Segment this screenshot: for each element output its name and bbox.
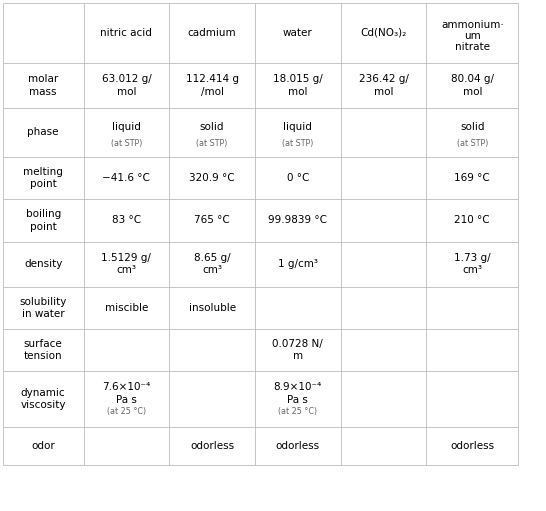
- Text: nitric acid: nitric acid: [100, 28, 152, 38]
- Text: odorless: odorless: [276, 441, 320, 451]
- Text: 8.65 g/
cm³: 8.65 g/ cm³: [194, 253, 230, 275]
- Text: 99.9839 °C: 99.9839 °C: [268, 216, 328, 225]
- Text: 765 °C: 765 °C: [194, 216, 230, 225]
- Text: 0 °C: 0 °C: [287, 173, 309, 183]
- Text: solubility
in water: solubility in water: [20, 297, 67, 319]
- Text: nitrate: nitrate: [455, 42, 490, 52]
- Text: insoluble: insoluble: [188, 303, 236, 313]
- Text: odor: odor: [31, 441, 55, 451]
- Text: 236.42 g/
mol: 236.42 g/ mol: [359, 74, 408, 97]
- Text: 1.73 g/
cm³: 1.73 g/ cm³: [454, 253, 491, 275]
- Text: 169 °C: 169 °C: [454, 173, 490, 183]
- Text: (at STP): (at STP): [111, 138, 142, 148]
- Text: (at STP): (at STP): [282, 138, 313, 148]
- Text: cadmium: cadmium: [188, 28, 236, 38]
- Text: 7.6×10⁻⁴
Pa s: 7.6×10⁻⁴ Pa s: [102, 382, 151, 405]
- Text: 210 °C: 210 °C: [454, 216, 490, 225]
- Text: −41.6 °C: −41.6 °C: [103, 173, 150, 183]
- Text: 0.0728 N/
m: 0.0728 N/ m: [272, 339, 323, 361]
- Text: liquid: liquid: [283, 123, 312, 132]
- Text: phase: phase: [27, 127, 59, 137]
- Text: 83 °C: 83 °C: [112, 216, 141, 225]
- Text: (at STP): (at STP): [197, 138, 228, 148]
- Text: water: water: [283, 28, 313, 38]
- Text: miscible: miscible: [105, 303, 148, 313]
- Text: odorless: odorless: [450, 441, 494, 451]
- Text: 1 g/cm³: 1 g/cm³: [278, 259, 318, 269]
- Text: ammonium·: ammonium·: [441, 20, 503, 31]
- Text: (at 25 °C): (at 25 °C): [107, 407, 146, 416]
- Text: molar
mass: molar mass: [28, 74, 58, 97]
- Text: (at 25 °C): (at 25 °C): [278, 407, 317, 416]
- Text: Cd(NO₃)₂: Cd(NO₃)₂: [360, 28, 407, 38]
- Text: density: density: [24, 259, 62, 269]
- Text: solid: solid: [460, 123, 484, 132]
- Text: um: um: [464, 31, 480, 41]
- Text: surface
tension: surface tension: [24, 339, 62, 361]
- Text: solid: solid: [200, 123, 224, 132]
- Text: 1.5129 g/
cm³: 1.5129 g/ cm³: [102, 253, 151, 275]
- Text: melting
point: melting point: [23, 167, 63, 189]
- Text: 8.9×10⁻⁴
Pa s: 8.9×10⁻⁴ Pa s: [274, 382, 322, 405]
- Text: boiling
point: boiling point: [26, 210, 61, 231]
- Text: 80.04 g/
mol: 80.04 g/ mol: [451, 74, 494, 97]
- Text: (at STP): (at STP): [456, 138, 488, 148]
- Text: odorless: odorless: [190, 441, 234, 451]
- Text: liquid: liquid: [112, 123, 141, 132]
- Text: 112.414 g
/mol: 112.414 g /mol: [186, 74, 239, 97]
- Text: 320.9 °C: 320.9 °C: [189, 173, 235, 183]
- Text: 63.012 g/
mol: 63.012 g/ mol: [102, 74, 151, 97]
- Text: 18.015 g/
mol: 18.015 g/ mol: [273, 74, 323, 97]
- Text: dynamic
viscosity: dynamic viscosity: [20, 388, 66, 410]
